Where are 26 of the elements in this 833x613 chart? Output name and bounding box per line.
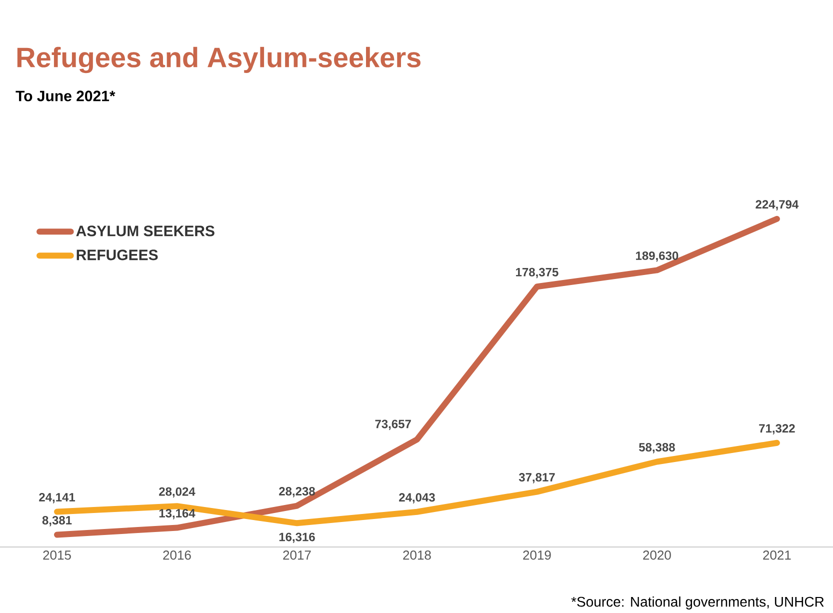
data-label: 73,657 <box>375 420 411 430</box>
x-tick-label: 2018 <box>403 550 431 560</box>
data-label: 37,817 <box>518 473 555 484</box>
data-label: 24,141 <box>39 492 76 504</box>
data-label: 16,316 <box>279 532 315 543</box>
chart-title: Refugees and Asylum-seekers <box>17 46 421 74</box>
data-label: 178,375 <box>516 268 558 278</box>
x-tick-label: 2017 <box>283 550 311 560</box>
data-label: 71,322 <box>759 424 795 434</box>
data-label: 13,164 <box>159 509 196 520</box>
data-label: 189,630 <box>636 251 678 262</box>
x-tick-label: 2016 <box>163 550 191 560</box>
data-label: 28,024 <box>159 487 196 498</box>
data-label: 24,043 <box>399 493 435 504</box>
data-label: 58,388 <box>638 443 675 454</box>
chart-subtitle: To June 2021* <box>16 90 116 102</box>
legend-label: ASYLUM SEEKERS <box>76 226 214 236</box>
data-label: 224,794 <box>756 200 799 210</box>
data-label: 28,238 <box>279 487 315 498</box>
text: *Source: National governments, UNHCR <box>571 596 824 610</box>
x-tick-label: 2020 <box>643 550 671 560</box>
legend-label: REFUGEES <box>76 250 158 260</box>
x-tick-label: 2019 <box>523 550 551 560</box>
x-tick-label: 2021 <box>763 550 791 560</box>
x-tick-label: 2015 <box>43 550 71 560</box>
data-label: 8,381 <box>42 516 72 526</box>
